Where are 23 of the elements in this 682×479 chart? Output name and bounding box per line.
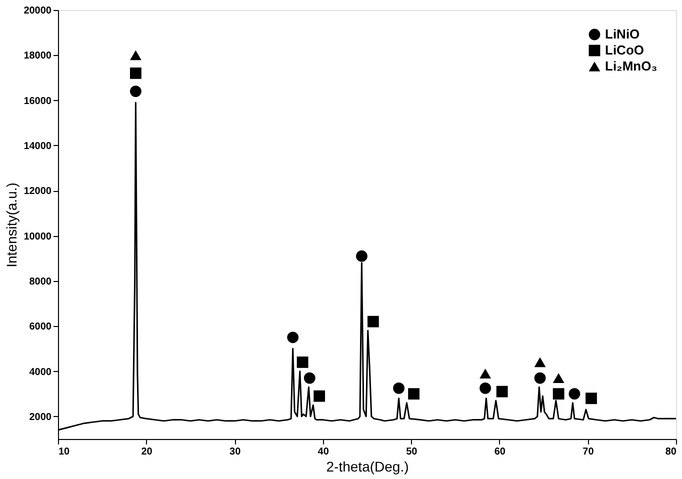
x-tick-label: 40: [318, 446, 330, 458]
y-tick-label: 4000: [29, 366, 52, 378]
y-tick-label: 16000: [24, 96, 52, 107]
y-tick-label: 18000: [24, 50, 52, 62]
x-tick-label: 10: [58, 446, 70, 458]
x-tick-label: 30: [230, 446, 242, 458]
y-tick-label: 20000: [24, 6, 52, 16]
x-tick-label: 80: [665, 446, 677, 458]
x-tick-label: 60: [494, 446, 506, 458]
y-tick-label: 14000: [24, 140, 52, 152]
legend-label: LiCoO: [605, 42, 644, 58]
y-tick-label: 12000: [24, 186, 52, 198]
legend-label: LiNiO: [605, 26, 640, 42]
x-tick-label: 50: [406, 446, 418, 458]
y-tick-label: 2000: [29, 412, 52, 423]
y-tick-label: 10000: [24, 231, 52, 242]
y-tick-label: 8000: [29, 276, 52, 288]
x-tick-label: 70: [582, 446, 594, 458]
y-tick-label: 6000: [29, 322, 52, 333]
y-axis-title: Intensity(a.u.): [4, 182, 20, 268]
x-axis-title: 2-theta(Deg.): [326, 458, 409, 474]
legend-label: Li₂MnO₃: [605, 58, 658, 74]
x-tick-label: 20: [141, 446, 153, 458]
